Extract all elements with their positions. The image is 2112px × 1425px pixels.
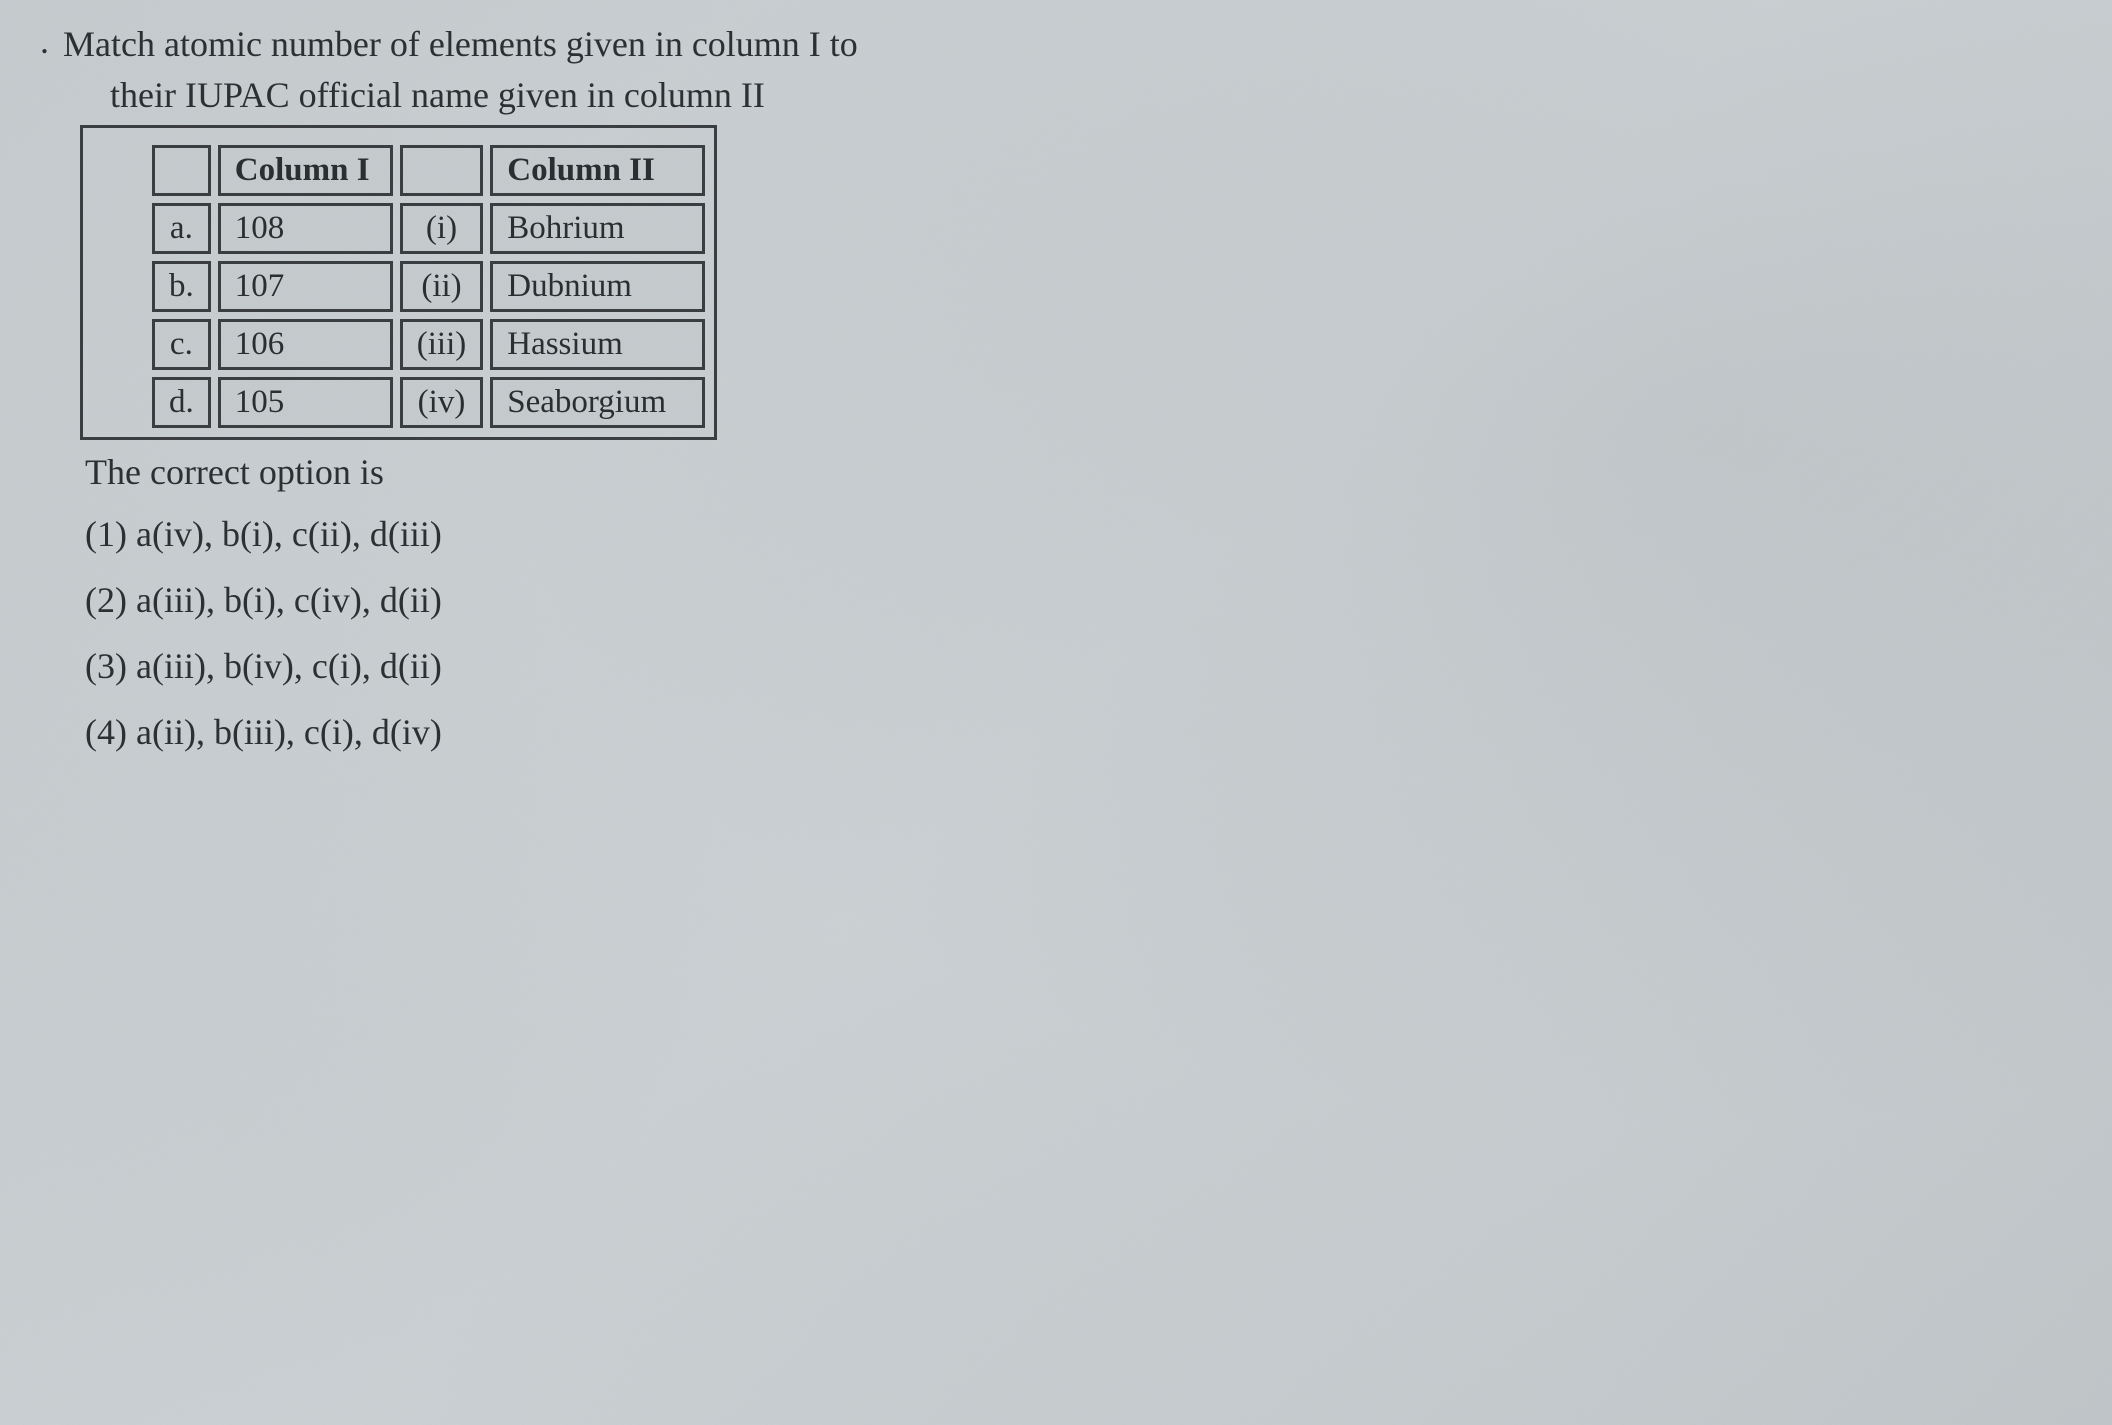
roman-cell: (ii)	[400, 261, 483, 312]
table-row: b. 107 (ii) Dubnium	[152, 261, 705, 312]
atomic-number-cell: 108	[218, 203, 393, 254]
options-list: (1) a(iv), b(i), c(ii), d(iii) (2) a(iii…	[85, 513, 2072, 753]
option-number: (3)	[85, 646, 127, 686]
option-item: (3) a(iii), b(iv), c(i), d(ii)	[85, 645, 2072, 687]
table-header-row: Column I Column II	[152, 145, 705, 196]
table-row: c. 106 (iii) Hassium	[152, 319, 705, 370]
element-name-cell: Seaborgium	[490, 377, 705, 428]
element-name-cell: Dubnium	[490, 261, 705, 312]
option-text: a(iii), b(i), c(iv), d(ii)	[136, 580, 442, 620]
column1-header: Column I	[218, 145, 393, 196]
option-number: (2)	[85, 580, 127, 620]
blank-header-2	[400, 145, 483, 196]
atomic-number-cell: 107	[218, 261, 393, 312]
row-label: a.	[152, 203, 211, 254]
atomic-number-cell: 105	[218, 377, 393, 428]
table-row: a. 108 (i) Bohrium	[152, 203, 705, 254]
row-label: c.	[152, 319, 211, 370]
option-number: (4)	[85, 712, 127, 752]
column2-header: Column II	[490, 145, 705, 196]
row-label: b.	[152, 261, 211, 312]
correct-option-label: The correct option is	[85, 451, 2072, 493]
option-text: a(ii), b(iii), c(i), d(iv)	[136, 712, 442, 752]
question-text-line1: Match atomic number of elements given in…	[63, 24, 858, 64]
roman-cell: (iv)	[400, 377, 483, 428]
question-number: .	[40, 20, 49, 62]
blank-header-1	[152, 145, 211, 196]
table-row: d. 105 (iv) Seaborgium	[152, 377, 705, 428]
roman-cell: (i)	[400, 203, 483, 254]
option-number: (1)	[85, 514, 127, 554]
option-item: (4) a(ii), b(iii), c(i), d(iv)	[85, 711, 2072, 753]
atomic-number-cell: 106	[218, 319, 393, 370]
element-name-cell: Bohrium	[490, 203, 705, 254]
option-item: (1) a(iv), b(i), c(ii), d(iii)	[85, 513, 2072, 555]
match-table-wrapper: Column I Column II a. 108 (i) Bohrium b.…	[80, 125, 717, 440]
option-item: (2) a(iii), b(i), c(iv), d(ii)	[85, 579, 2072, 621]
question-text-line2: their IUPAC official name given in colum…	[110, 71, 1090, 120]
option-text: a(iv), b(i), c(ii), d(iii)	[136, 514, 442, 554]
question-block: . Match atomic number of elements given …	[40, 20, 1090, 119]
element-name-cell: Hassium	[490, 319, 705, 370]
option-text: a(iii), b(iv), c(i), d(ii)	[136, 646, 442, 686]
match-table: Column I Column II a. 108 (i) Bohrium b.…	[145, 138, 712, 435]
row-label: d.	[152, 377, 211, 428]
roman-cell: (iii)	[400, 319, 483, 370]
